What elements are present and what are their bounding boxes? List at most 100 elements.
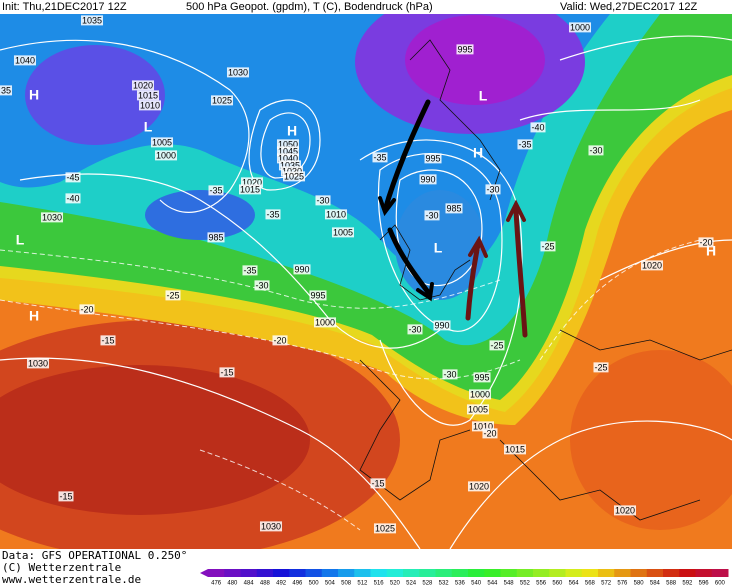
purple-core [405, 15, 545, 105]
pressure-label: 1010 [326, 209, 346, 219]
pressure-center: H [29, 308, 39, 324]
pressure-label: 1015 [138, 90, 158, 100]
pressure-label-box [424, 153, 442, 164]
pressure-label: 1020 [642, 260, 662, 270]
colorbar-label: 572 [601, 581, 612, 587]
black-arrows [378, 99, 434, 302]
arrow [382, 99, 431, 213]
pressure-label: 1030 [42, 212, 62, 222]
pressure-label: 1015 [240, 184, 260, 194]
pressure-label: 1000 [315, 317, 335, 327]
isotherm [199, 449, 361, 531]
temperature-label-box [482, 428, 498, 439]
pressure-label: 1030 [28, 358, 48, 368]
isotherms [0, 239, 701, 531]
pressure-label-box [238, 184, 262, 195]
isobar [519, 99, 701, 121]
colorbar-cell [565, 569, 583, 577]
pressure-label-box [240, 177, 264, 188]
colorbar-cell [386, 569, 404, 577]
coastline [499, 439, 701, 521]
blue-core [145, 190, 255, 240]
colorbar-cell [549, 569, 566, 577]
colorbar-cell [646, 569, 664, 577]
colorbar-label: 480 [227, 581, 238, 587]
pressure-center: H [29, 87, 39, 103]
colorbar-label: 504 [325, 581, 336, 587]
pressure-label-box [324, 209, 348, 220]
colorbar-cell [224, 569, 241, 577]
temperature-label-box [272, 335, 288, 346]
pressure-label: 985 [208, 232, 223, 242]
temperature-label: -40 [531, 122, 544, 132]
colorbar-label: 596 [699, 581, 710, 587]
colorbar: 476 480 484 488 492 496 500 504 508 512 516 520 524 5… [200, 569, 729, 587]
pressure-label-box [136, 90, 160, 101]
pressure-label-box [433, 320, 451, 331]
pressure-label-box [13, 55, 37, 66]
pressure-label-box [131, 80, 155, 91]
isotherm [0, 249, 501, 309]
pressure-label-box [154, 150, 178, 161]
isobar [559, 35, 732, 61]
colorbar-label: 476 [211, 581, 222, 587]
colorbar-cell [338, 569, 355, 577]
coastline [359, 359, 471, 501]
temperature-label-box [530, 122, 546, 133]
isobar [377, 153, 503, 332]
temperature-label-box [65, 172, 81, 183]
colorbar-label: 592 [682, 581, 693, 587]
colorbar-label: 552 [520, 581, 531, 587]
pressure-label-box [207, 232, 225, 243]
pressure-center: L [479, 88, 488, 104]
temperature-label-box [442, 369, 458, 380]
temperature-label: -40 [66, 193, 79, 203]
temperature-label-box [315, 195, 331, 206]
website: www.wetterzentrale.de [2, 573, 141, 586]
colorbar-label: 544 [487, 581, 498, 587]
pressure-label-box [276, 139, 300, 150]
temperature-label: -25 [166, 290, 179, 300]
pressure-label-box [471, 421, 495, 432]
pressure-label-box [138, 100, 162, 111]
colorbar-cell [500, 569, 518, 577]
arrow [387, 227, 431, 295]
colorbar-cell [581, 569, 599, 577]
temperature-label-box [58, 491, 74, 502]
pressure-label: 1025 [212, 95, 232, 105]
pressure-label: 1000 [156, 150, 176, 160]
isobar [449, 420, 732, 549]
pressure-label-box [419, 174, 437, 185]
colorbar-label: 548 [504, 581, 515, 587]
pressure-label-box [468, 389, 492, 400]
temperature-label: -30 [486, 184, 499, 194]
pressure-center: L [434, 240, 443, 256]
colorbar-label: 496 [292, 581, 303, 587]
pressure-label-box [313, 317, 337, 328]
isobars [0, 35, 732, 549]
colorbar-label: 556 [536, 581, 547, 587]
colorbar-label: 512 [357, 581, 368, 587]
colorbar-label: 600 [715, 581, 726, 587]
warm-area [570, 350, 732, 530]
pressure-label: 1030 [261, 521, 281, 531]
arrow [513, 207, 528, 338]
colorbar-cell [614, 569, 631, 577]
pressure-label: 1015 [505, 444, 525, 454]
colorbar-cell [663, 569, 680, 577]
pressure-center: H [287, 123, 297, 139]
pressure-label: 1050 [278, 139, 298, 149]
pressure-label: 990 [420, 174, 435, 184]
pressure-label-box [210, 95, 234, 106]
header-bg [0, 0, 732, 14]
isotherm [539, 239, 701, 361]
blue-core [395, 190, 485, 300]
pressure-label: 995 [457, 44, 472, 54]
colorbar-label: 500 [309, 581, 320, 587]
pressure-label: 1000 [570, 22, 590, 32]
pressure-label-box [278, 160, 302, 171]
colorbar-cell [451, 569, 469, 577]
temperature-label: -25 [541, 241, 554, 251]
